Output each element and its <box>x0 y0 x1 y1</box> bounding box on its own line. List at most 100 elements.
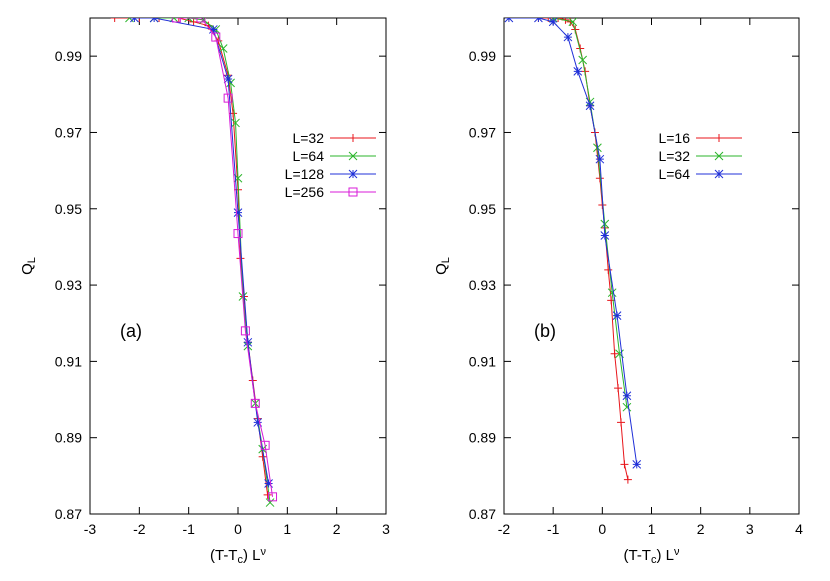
legend-label: L=64 <box>658 166 690 182</box>
chart-panel-2: -2 -1 0 1 2 3 4 0.87 0.89 0.91 0.93 0.95 0.97 0.99 (T-… <box>433 17 803 566</box>
data-point <box>174 18 183 22</box>
data-point <box>607 288 617 298</box>
data-point <box>632 460 642 469</box>
data-point <box>622 391 632 401</box>
legend-label: L=32 <box>658 148 690 164</box>
data-point <box>171 18 181 23</box>
data-point <box>623 475 632 484</box>
legend-marker <box>349 134 357 142</box>
x-tick-label: -2 <box>133 521 146 537</box>
data-point <box>223 74 233 84</box>
x-tick-label: 3 <box>746 521 754 537</box>
y-axis-label: QL <box>433 257 452 275</box>
data-point <box>604 265 613 274</box>
data-point <box>548 18 558 27</box>
plot-frame <box>503 17 800 515</box>
data-point <box>612 311 622 320</box>
plot-area <box>504 18 642 484</box>
data-point <box>196 18 206 23</box>
data-point <box>184 18 194 23</box>
y-tick-label: 0.93 <box>469 277 496 293</box>
legend-marker <box>715 134 723 142</box>
data-point <box>231 118 240 128</box>
panel-label: (a) <box>120 321 142 341</box>
y-tick-label: 0.91 <box>55 353 82 369</box>
data-point <box>169 18 179 23</box>
legend-label: L=128 <box>285 166 325 182</box>
x-tick-label: 2 <box>697 521 705 537</box>
legend-marker <box>714 169 724 179</box>
series-line-L=256 <box>176 18 274 497</box>
legend-marker <box>348 187 358 197</box>
y-axis-label: QL <box>19 257 38 275</box>
x-tick-label: -2 <box>498 521 511 537</box>
y-tick-label: 0.97 <box>55 124 82 140</box>
x-tick-label: -1 <box>547 521 560 537</box>
y-tick-label: 0.93 <box>55 277 82 293</box>
data-point <box>607 296 616 305</box>
y-tick-label: 0.99 <box>55 48 82 64</box>
plot-area <box>110 18 278 507</box>
legend: L=16 L=32 L=64 <box>658 130 742 182</box>
x-tick-label: 0 <box>598 521 606 537</box>
data-point <box>258 452 267 461</box>
legend-marker <box>348 169 358 179</box>
series-line-L=32 <box>114 18 269 495</box>
x-tick-label: 0 <box>234 521 242 537</box>
legend-label: L=64 <box>292 148 324 164</box>
series-line-L=64 <box>508 18 638 465</box>
x-tick-label: 3 <box>382 521 390 537</box>
data-point <box>617 418 626 427</box>
series-line-L=32 <box>553 18 628 408</box>
data-point <box>223 93 233 103</box>
y-tick-label: 0.97 <box>469 124 496 140</box>
y-tick-label: 0.95 <box>55 201 82 217</box>
data-point <box>504 18 514 23</box>
y-tick-label: 0.95 <box>469 201 496 217</box>
y-tick-label: 0.87 <box>469 506 496 522</box>
x-tick-label: 1 <box>648 521 656 537</box>
series-line-L=64 <box>129 18 271 503</box>
data-point <box>250 398 260 408</box>
data-point <box>264 479 273 488</box>
data-point <box>155 18 164 22</box>
data-point <box>534 18 543 23</box>
data-point <box>243 337 253 347</box>
legend-marker <box>714 151 724 161</box>
plot-frame <box>89 17 387 515</box>
data-point <box>622 402 632 412</box>
data-point <box>130 18 139 23</box>
x-tick-label: 2 <box>333 521 341 537</box>
data-point <box>585 101 595 111</box>
x-tick-label: 1 <box>283 521 291 537</box>
data-point <box>218 44 228 53</box>
legend-label: L=16 <box>658 130 690 146</box>
data-point <box>614 384 623 393</box>
data-point <box>189 18 198 26</box>
data-point <box>260 440 270 450</box>
legend-label: L=256 <box>285 184 325 200</box>
data-point <box>149 18 159 23</box>
data-point <box>265 498 275 507</box>
data-point <box>610 349 619 358</box>
x-tick-label: -1 <box>182 521 195 537</box>
data-point <box>595 154 605 164</box>
data-point <box>600 219 610 229</box>
legend-marker <box>348 151 358 161</box>
y-tick-label: 0.89 <box>469 430 496 446</box>
legend-label: L=32 <box>292 130 324 146</box>
y-tick-label: 0.91 <box>469 353 496 369</box>
y-tick-label: 0.87 <box>55 506 82 522</box>
data-point <box>568 18 578 27</box>
data-point <box>554 18 563 22</box>
data-point <box>573 67 583 76</box>
data-point <box>233 229 243 239</box>
data-point <box>199 18 208 25</box>
data-point <box>268 492 278 502</box>
data-point <box>211 32 221 42</box>
data-point <box>135 18 144 22</box>
data-point <box>620 460 629 469</box>
series-line-L=128 <box>134 18 270 484</box>
data-point <box>563 32 573 42</box>
